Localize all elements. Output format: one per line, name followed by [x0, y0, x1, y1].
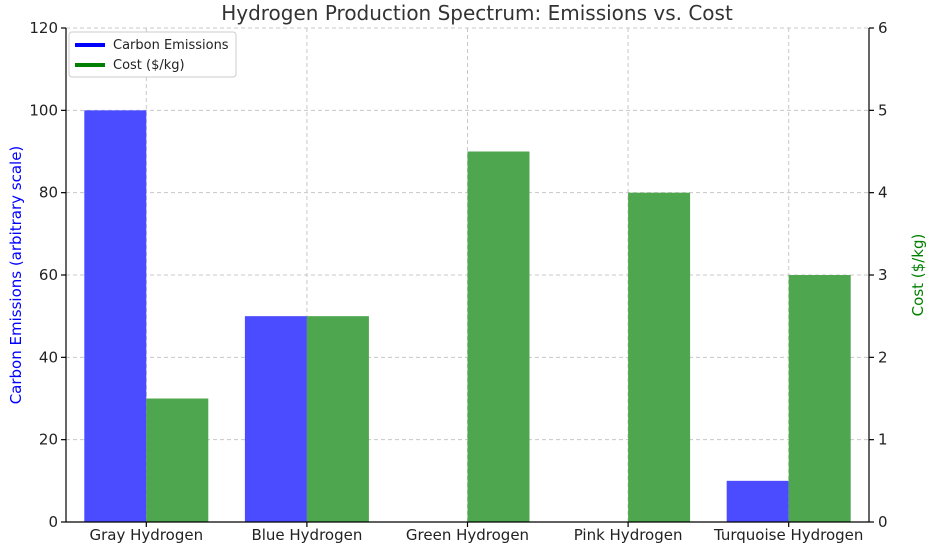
x-tick-label: Green Hydrogen	[406, 526, 529, 544]
bar-carbon-emissions	[244, 316, 307, 522]
bar-carbon-emissions	[726, 480, 789, 522]
x-tick-label: Pink Hydrogen	[574, 526, 683, 544]
y-axis-left-label: Carbon Emissions (arbitrary scale)	[7, 146, 25, 405]
y-right-tick-label: 1	[878, 431, 888, 449]
y-left-tick-label: 20	[39, 431, 58, 449]
y-left-tick-label: 0	[48, 513, 58, 531]
bar-layer	[84, 110, 851, 522]
legend-label-cost: Cost ($/kg)	[113, 58, 185, 73]
y-left-tick-label: 40	[39, 348, 58, 366]
x-tick-label: Blue Hydrogen	[251, 526, 362, 544]
y-left-tick-label: 100	[29, 101, 58, 119]
x-tick-label: Turquoise Hydrogen	[713, 526, 863, 544]
axis-layer: 0 20 40 60 80 100 120 0 1 2 3 4 5 6 Gray Hydrogen Blue …	[29, 19, 887, 544]
bar-cost	[146, 398, 209, 522]
y-right-tick-label: 0	[878, 513, 888, 531]
bar-cost	[788, 275, 851, 522]
y-right-tick-label: 4	[878, 184, 888, 202]
y-right-tick-label: 2	[878, 348, 888, 366]
y-left-tick-label: 120	[29, 19, 58, 37]
bar-carbon-emissions	[84, 110, 147, 522]
y-axis-right-label: Cost ($/kg)	[909, 234, 927, 317]
x-tick-label: Gray Hydrogen	[90, 526, 204, 544]
y-left-tick-label: 60	[39, 266, 58, 284]
bar-cost	[628, 192, 691, 522]
bar-cost	[467, 151, 530, 522]
y-right-tick-label: 6	[878, 19, 888, 37]
y-right-tick-label: 3	[878, 266, 888, 284]
legend-label-carbon-emissions: Carbon Emissions	[113, 38, 229, 53]
legend: Carbon Emissions Cost ($/kg)	[68, 31, 237, 78]
y-left-tick-label: 80	[39, 184, 58, 202]
chart-title: Hydrogen Production Spectrum: Emissions …	[221, 1, 733, 25]
y-right-tick-label: 5	[878, 101, 888, 119]
bar-cost	[306, 316, 369, 522]
legend-frame	[68, 31, 237, 78]
